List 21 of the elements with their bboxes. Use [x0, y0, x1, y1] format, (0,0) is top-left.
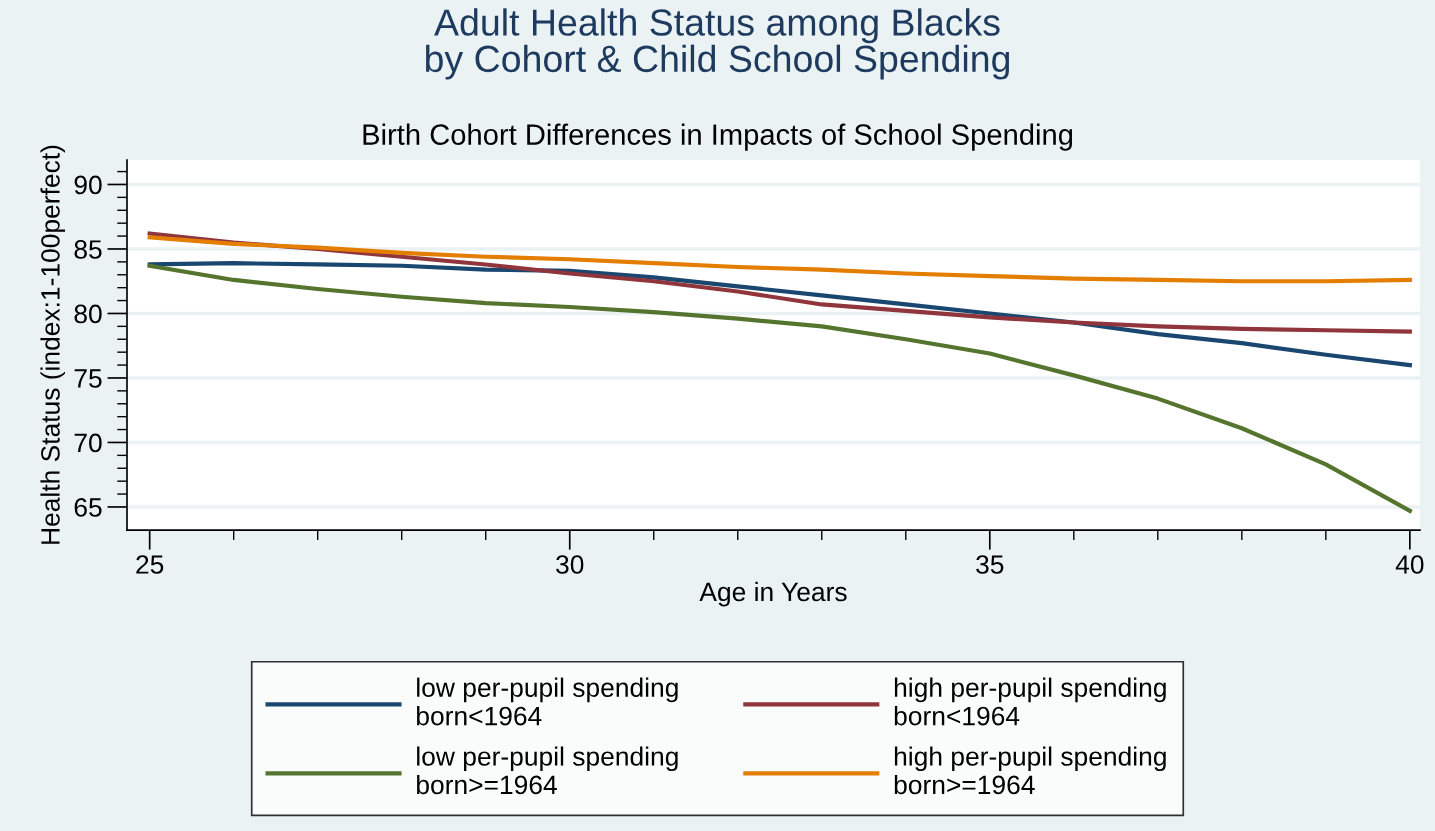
- y-tick-label: 90: [74, 175, 102, 195]
- y-tick-label: 70: [74, 433, 102, 453]
- y-tick-label: 80: [74, 304, 102, 324]
- x-axis-title: Age in Years: [699, 581, 847, 607]
- x-tick-label: 35: [976, 555, 1004, 574]
- line-series: [147, 235, 1412, 284]
- legend-label: high per-pupil spending born<1964: [894, 677, 1166, 726]
- line-series: [147, 261, 1412, 368]
- legend-label: high per-pupil spending born>=1964: [894, 746, 1166, 795]
- legend-label: low per-pupil spending born<1964: [417, 677, 678, 726]
- line-series: [147, 263, 1412, 513]
- x-tick-label: 30: [556, 555, 584, 574]
- chart-subtitle: Birth Cohort Differences in Impacts of School Spending: [363, 123, 1073, 151]
- y-tick-label: 75: [74, 369, 102, 388]
- chart-title: Adult Health Status among Blacks by Cohort & Child School Spending: [426, 8, 1010, 80]
- legend-label: low per-pupil spending born>=1964: [417, 746, 678, 795]
- x-tick-label: 40: [1395, 555, 1424, 574]
- x-tick-label: 25: [136, 555, 164, 574]
- y-tick-label: 85: [74, 240, 102, 259]
- y-tick-label: 65: [74, 498, 102, 517]
- y-axis-title: Health Status (index:1-100perfect): [40, 145, 66, 544]
